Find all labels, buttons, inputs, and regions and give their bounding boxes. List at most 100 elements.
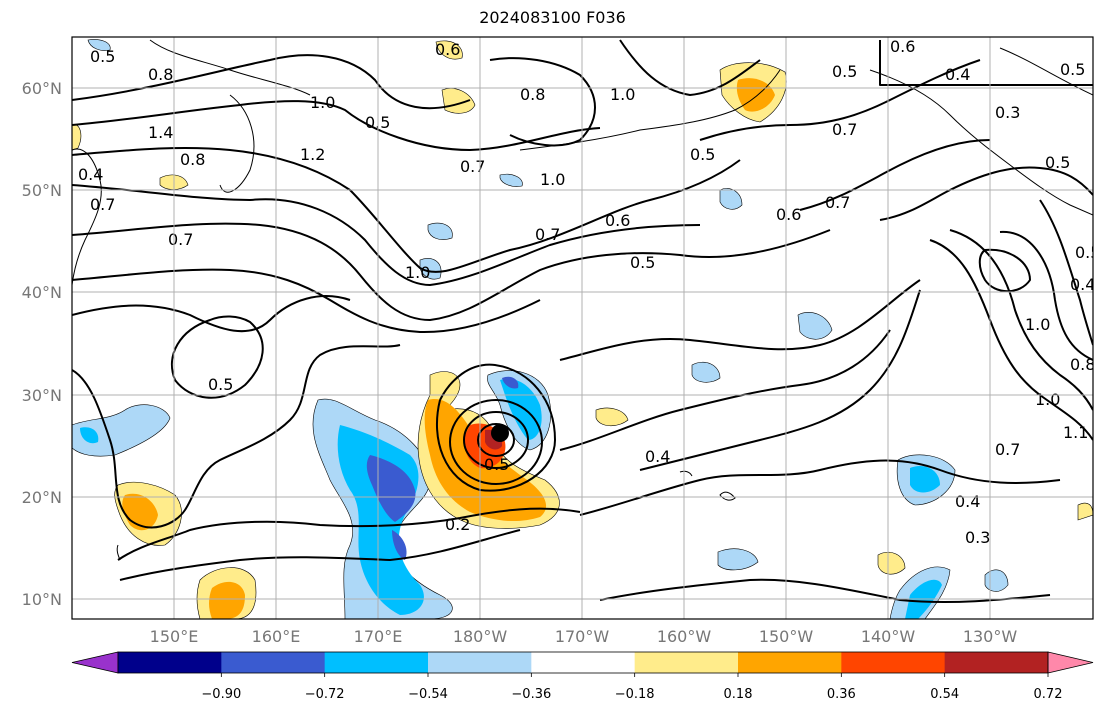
colorbar-segment: [324, 652, 429, 673]
colorbar-segment: [531, 652, 636, 673]
colorbar-segment: [738, 652, 842, 673]
colorbar: −0.90 −0.72 −0.54 −0.36 −0.18 0.18 0.36 0.54 0.7…: [71, 651, 1094, 702]
negative-anomaly-region: [984, 569, 1009, 592]
map-plot-area: 0.6 0.8 0.5 1.0 0.5 1.4 1.2 0.8 0.4 0.7 …: [72, 37, 1100, 619]
colorbar-frame: [117, 651, 1049, 674]
positive-anomaly-region: [877, 551, 906, 575]
contour-label: 0.2: [445, 515, 470, 534]
contour-label: 1.0: [405, 263, 430, 282]
storm-center-marker: [491, 424, 509, 442]
colorbar-tick-label: −0.90: [201, 687, 241, 702]
positive-anomaly-region: [595, 407, 629, 427]
contour-label: 0.6: [605, 211, 630, 230]
contour-label: 0.4: [78, 165, 103, 184]
contour-label: 0.5: [90, 47, 115, 66]
longitude-label: 180°W: [453, 627, 508, 646]
colorbar-segment: [634, 652, 739, 673]
colorbar-tick-label: −0.18: [615, 687, 655, 702]
contour-label: 0.7: [535, 225, 560, 244]
negative-anomaly-region: [87, 39, 111, 51]
contour-label: 0.4: [945, 65, 970, 84]
negative-anomaly-region: [717, 548, 759, 571]
positive-anomaly-region: [1077, 502, 1093, 521]
contour-label: 0.6: [890, 37, 915, 56]
contour-label: 0.8: [520, 85, 545, 104]
contour-label: 0.5: [1045, 153, 1070, 172]
longitude-label: 170°W: [555, 627, 610, 646]
longitude-label: 170°E: [354, 627, 403, 646]
contour-label: 0.5: [1060, 60, 1085, 79]
contour-label: 0.4: [1070, 275, 1095, 294]
colorbar-tick-label: −0.72: [305, 687, 345, 702]
colorbar-tick-label: 0.18: [724, 687, 753, 702]
contour-label: 1.2: [300, 145, 325, 164]
negative-anomaly-region: [80, 427, 99, 444]
negative-anomaly-region: [419, 258, 442, 280]
gridlines: [72, 37, 1093, 619]
colorbar-tick-label: −0.36: [511, 687, 551, 702]
longitude-label: 130°W: [963, 627, 1018, 646]
positive-anomaly-region: [209, 581, 245, 619]
shaded-anomalies: [72, 39, 1093, 619]
longitude-label: 150°W: [759, 627, 814, 646]
colorbar-tick-label: 0.36: [827, 687, 856, 702]
contour-label: 0.8: [1070, 355, 1095, 374]
contour-label: 0.6: [776, 205, 801, 224]
longitude-label: 160°W: [657, 627, 712, 646]
contour-label: 0.7: [832, 120, 857, 139]
contour-label: 0.8: [180, 150, 205, 169]
colorbar-tick-label: −0.54: [408, 687, 448, 702]
contour-label: 0.5: [832, 62, 857, 81]
contour-label: 0.5: [630, 253, 655, 272]
contour-label: 1.0: [610, 85, 635, 104]
contour-label: 0.7: [825, 193, 850, 212]
contour-label: 0.4: [645, 447, 670, 466]
colorbar-segment: [221, 652, 326, 673]
colorbar-extend-high: [1047, 651, 1094, 674]
contour-label: 1.0: [310, 93, 335, 112]
contour-label: 1.4: [148, 123, 173, 142]
latitude-label: 60°N: [22, 79, 62, 98]
contour-label: 0.5: [1075, 243, 1100, 262]
contour-label: 0.7: [90, 195, 115, 214]
latitude-label: 50°N: [22, 181, 62, 200]
colorbar-extend-low: [71, 651, 119, 674]
contour-label: 0.4: [955, 492, 980, 511]
contour-label: 0.5: [484, 455, 509, 474]
negative-anomaly-region: [797, 311, 833, 340]
longitude-label: 150°E: [150, 627, 199, 646]
longitude-label: 140°W: [861, 627, 916, 646]
colorbar-segment: [841, 652, 946, 673]
latitude-label: 40°N: [22, 283, 62, 302]
negative-anomaly-region: [427, 222, 453, 240]
negative-anomaly-region: [691, 361, 721, 383]
colorbar-segment: [428, 652, 532, 673]
contour-lines: [72, 39, 1093, 604]
negative-anomaly-region: [500, 378, 542, 440]
latitude-label: 30°N: [22, 386, 62, 405]
negative-anomaly-region: [72, 404, 171, 457]
contour-label: 0.7: [460, 157, 485, 176]
contour-label: 0.7: [995, 440, 1020, 459]
negative-anomaly-region: [392, 530, 407, 560]
contour-label: 1.0: [1025, 315, 1050, 334]
contour-label: 0.7: [168, 230, 193, 249]
positive-anomaly-region: [441, 88, 476, 114]
contour-label: 1.1: [1063, 423, 1088, 442]
contour-label: 0.3: [995, 103, 1020, 122]
colorbar-tick-label: 0.72: [1034, 687, 1063, 702]
negative-anomaly-region: [499, 173, 523, 187]
colorbar-segment: [118, 652, 222, 673]
contour-label: 1.0: [1035, 390, 1060, 409]
longitude-labels: 150°E 160°E 170°E 180°W 170°W 160°W 150°W 140°W…: [150, 627, 1018, 646]
positive-anomaly-region: [435, 40, 463, 60]
negative-anomaly-region: [366, 455, 416, 522]
figure-title: 2024083100 F036: [479, 8, 626, 27]
map-frame: [71, 36, 1094, 620]
negative-anomaly-region: [910, 465, 940, 493]
contour-label: 0.3: [965, 528, 990, 547]
negative-anomaly-region: [719, 188, 743, 210]
longitude-label: 160°E: [252, 627, 301, 646]
latitude-labels: 60°N 50°N 40°N 30°N 20°N 10°N: [22, 79, 62, 609]
